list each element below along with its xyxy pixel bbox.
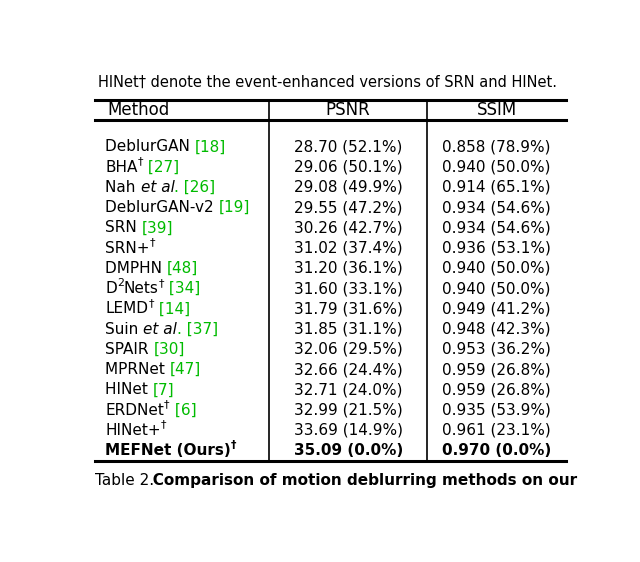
Text: 29.55 (47.2%): 29.55 (47.2%) <box>294 200 403 215</box>
Text: 30.26 (42.7%): 30.26 (42.7%) <box>294 220 403 235</box>
Text: Nets: Nets <box>124 281 159 296</box>
Text: 0.858 (78.9%): 0.858 (78.9%) <box>442 139 551 155</box>
Text: 32.66 (24.4%): 32.66 (24.4%) <box>294 362 403 377</box>
Text: 31.02 (37.4%): 31.02 (37.4%) <box>294 241 403 256</box>
Text: 0.936 (53.1%): 0.936 (53.1%) <box>442 241 551 256</box>
Text: [19]: [19] <box>219 200 250 215</box>
Text: MEFNet (Ours): MEFNet (Ours) <box>106 443 231 458</box>
Text: †: † <box>231 440 237 450</box>
Text: 0.935 (53.9%): 0.935 (53.9%) <box>442 402 551 418</box>
Text: 2: 2 <box>117 278 124 288</box>
Text: †: † <box>161 420 166 430</box>
Text: Method: Method <box>107 101 170 119</box>
Text: DeblurGAN-v2: DeblurGAN-v2 <box>106 200 219 215</box>
Text: DeblurGAN: DeblurGAN <box>106 139 195 155</box>
Text: Table 2.: Table 2. <box>95 473 154 488</box>
Text: 0.940 (50.0%): 0.940 (50.0%) <box>442 160 551 175</box>
Text: 0.970 (0.0%): 0.970 (0.0%) <box>442 443 551 458</box>
Text: et al: et al <box>141 180 175 195</box>
Text: 32.99 (21.5%): 32.99 (21.5%) <box>294 402 403 418</box>
Text: SSIM: SSIM <box>476 101 516 119</box>
Text: 0.940 (50.0%): 0.940 (50.0%) <box>442 281 551 296</box>
Text: 35.09 (0.0%): 35.09 (0.0%) <box>294 443 403 458</box>
Text: ERDNet: ERDNet <box>106 402 164 418</box>
Text: [7]: [7] <box>153 382 175 397</box>
Text: 29.06 (50.1%): 29.06 (50.1%) <box>294 160 403 175</box>
Text: LEMD: LEMD <box>106 301 148 316</box>
Text: 32.06 (29.5%): 32.06 (29.5%) <box>294 342 403 357</box>
Text: [14]: [14] <box>154 301 190 316</box>
Text: Comparison of motion deblurring methods on our: Comparison of motion deblurring methods … <box>137 473 577 488</box>
Text: BHA: BHA <box>106 160 138 175</box>
Text: 29.08 (49.9%): 29.08 (49.9%) <box>294 180 403 195</box>
Text: D: D <box>106 281 117 296</box>
Text: 31.60 (33.1%): 31.60 (33.1%) <box>294 281 403 296</box>
Text: Suin: Suin <box>106 321 143 337</box>
Text: SRN+: SRN+ <box>106 241 150 256</box>
Text: Nah: Nah <box>106 180 141 195</box>
Text: 33.69 (14.9%): 33.69 (14.9%) <box>294 423 403 438</box>
Text: 0.953 (36.2%): 0.953 (36.2%) <box>442 342 551 357</box>
Text: [27]: [27] <box>143 160 179 175</box>
Text: HINet+: HINet+ <box>106 423 161 438</box>
Text: SRN: SRN <box>106 220 142 235</box>
Text: 31.85 (31.1%): 31.85 (31.1%) <box>294 321 403 337</box>
Text: 28.70 (52.1%): 28.70 (52.1%) <box>294 139 403 155</box>
Text: [48]: [48] <box>167 261 198 276</box>
Text: 0.940 (50.0%): 0.940 (50.0%) <box>442 261 551 276</box>
Text: [18]: [18] <box>195 139 227 155</box>
Text: . [26]: . [26] <box>175 180 216 195</box>
Text: †: † <box>148 298 154 308</box>
Text: 0.934 (54.6%): 0.934 (54.6%) <box>442 200 551 215</box>
Text: †: † <box>164 400 170 409</box>
Text: [47]: [47] <box>170 362 202 377</box>
Text: [30]: [30] <box>154 342 185 357</box>
Text: 0.959 (26.8%): 0.959 (26.8%) <box>442 382 551 397</box>
Text: PSNR: PSNR <box>326 101 371 119</box>
Text: 0.934 (54.6%): 0.934 (54.6%) <box>442 220 551 235</box>
Text: et al: et al <box>143 321 177 337</box>
Text: 31.20 (36.1%): 31.20 (36.1%) <box>294 261 403 276</box>
Text: [39]: [39] <box>142 220 173 235</box>
Text: . [37]: . [37] <box>177 321 218 337</box>
Text: SPAIR: SPAIR <box>106 342 154 357</box>
Text: 0.914 (65.1%): 0.914 (65.1%) <box>442 180 551 195</box>
Text: 0.949 (41.2%): 0.949 (41.2%) <box>442 301 551 316</box>
Text: 0.961 (23.1%): 0.961 (23.1%) <box>442 423 551 438</box>
Text: MPRNet: MPRNet <box>106 362 170 377</box>
Text: HINet† denote the event-enhanced versions of SRN and HINet.: HINet† denote the event-enhanced version… <box>99 75 557 90</box>
Text: [6]: [6] <box>170 402 196 418</box>
Text: HINet: HINet <box>106 382 153 397</box>
Text: [34]: [34] <box>164 281 200 296</box>
Text: †: † <box>150 237 156 247</box>
Text: †: † <box>138 156 143 166</box>
Text: DMPHN: DMPHN <box>106 261 167 276</box>
Text: 31.79 (31.6%): 31.79 (31.6%) <box>294 301 403 316</box>
Text: 0.948 (42.3%): 0.948 (42.3%) <box>442 321 551 337</box>
Text: 32.71 (24.0%): 32.71 (24.0%) <box>294 382 403 397</box>
Text: †: † <box>159 278 164 288</box>
Text: 0.959 (26.8%): 0.959 (26.8%) <box>442 362 551 377</box>
